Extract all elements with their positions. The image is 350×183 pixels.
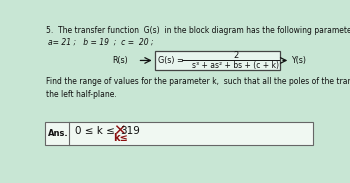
Text: a= 21 ;   b = 19  ;  c =  20 ;: a= 21 ; b = 19 ; c = 20 ;	[48, 37, 154, 46]
Text: ✕: ✕	[113, 123, 126, 138]
Text: R(s): R(s)	[112, 56, 128, 65]
Text: 0 ≤ k ≤: 0 ≤ k ≤	[75, 126, 115, 136]
Text: G(s) =: G(s) =	[158, 56, 183, 65]
Text: Y(s): Y(s)	[291, 56, 306, 65]
Text: k≤: k≤	[113, 133, 127, 143]
Text: Ans.: Ans.	[48, 129, 68, 138]
Text: Find the range of values for the parameter k,  such that all the poles of the tr: Find the range of values for the paramet…	[46, 77, 350, 99]
FancyBboxPatch shape	[45, 122, 313, 145]
FancyBboxPatch shape	[155, 51, 280, 70]
Text: s³ + as² + bs + (c + k): s³ + as² + bs + (c + k)	[193, 61, 279, 70]
Text: 319: 319	[120, 126, 140, 136]
Text: 2: 2	[233, 51, 239, 60]
Text: 5.  The transfer function  G(s)  in the block diagram has the following paramete: 5. The transfer function G(s) in the blo…	[46, 26, 350, 35]
